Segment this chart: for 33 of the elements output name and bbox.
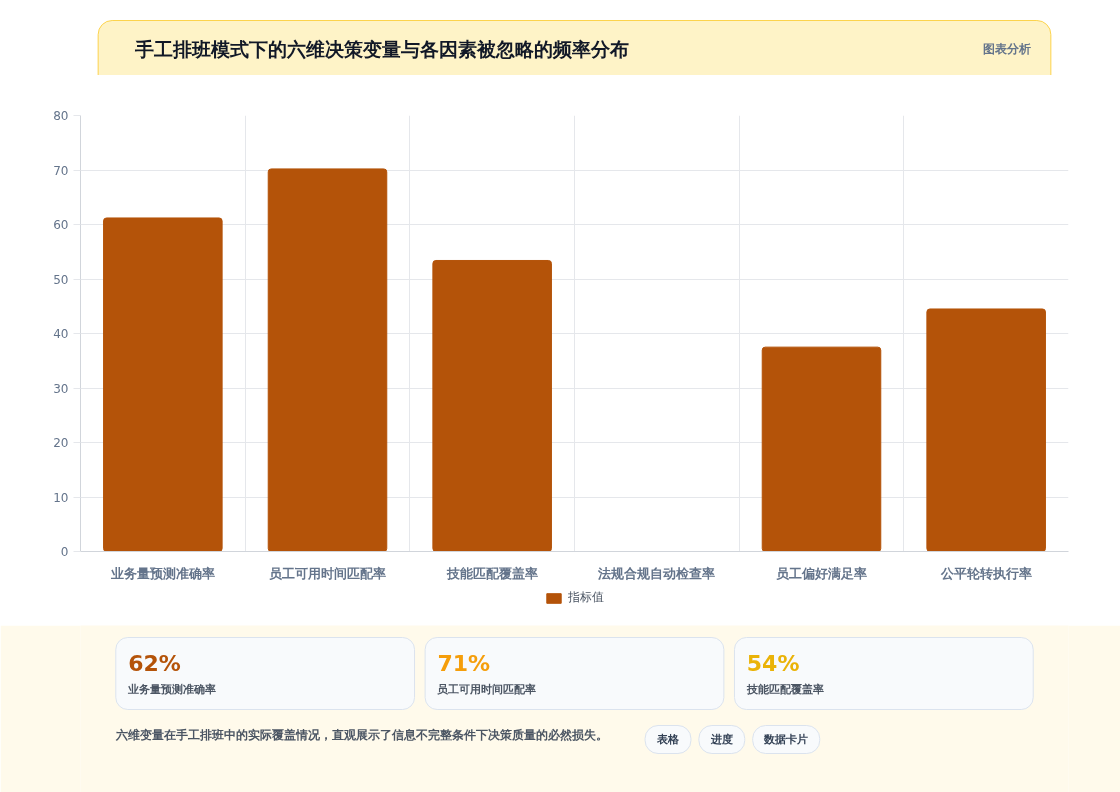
x-tick-label: 员工偏好满足率 bbox=[776, 565, 867, 581]
y-tick-label: 50 bbox=[53, 272, 69, 287]
text: 进度 bbox=[709, 733, 733, 746]
legend-label: 指标值 bbox=[567, 589, 604, 606]
y-tick-label: 0 bbox=[60, 545, 69, 559]
bar bbox=[103, 217, 223, 552]
text: 图表分析 bbox=[983, 41, 1032, 56]
text: 六维变量在手工排班中的实际覆盖情况，直观展示了信息不完整条件下决策质量的必然损失。 bbox=[114, 727, 608, 742]
bar bbox=[432, 259, 552, 552]
text: 54% bbox=[746, 651, 800, 676]
text: 数据卡片 bbox=[763, 733, 809, 746]
text: 业务量预测准确率 bbox=[127, 683, 217, 696]
bar bbox=[267, 168, 388, 552]
x-tick-label: 员工可用时间匹配率 bbox=[269, 565, 386, 581]
y-tick-label: 10 bbox=[53, 490, 69, 505]
text: 62% bbox=[128, 651, 181, 676]
y-tick-label: 20 bbox=[53, 436, 69, 450]
text: 71% bbox=[437, 651, 491, 676]
bar bbox=[761, 346, 882, 552]
text: 技能匹配覆盖率 bbox=[745, 683, 824, 696]
x-tick-label: 公平轮转执行率 bbox=[939, 565, 1032, 581]
x-tick-label: 业务量预测准确率 bbox=[109, 565, 215, 581]
text: 员工可用时间匹配率 bbox=[437, 683, 537, 696]
y-tick-label: 30 bbox=[53, 381, 69, 396]
bar bbox=[926, 308, 1046, 552]
y-tick-label: 40 bbox=[53, 327, 69, 341]
chart-title: 手工排班模式下的六维决策变量与各因素被忽略的频率分布 bbox=[134, 37, 630, 60]
x-tick-label: 技能匹配覆盖率 bbox=[445, 565, 538, 581]
text: 表格 bbox=[656, 733, 681, 746]
x-tick-label: 法规合规自动检查率 bbox=[597, 565, 716, 581]
y-tick-label: 80 bbox=[53, 109, 69, 123]
y-tick-label: 60 bbox=[53, 218, 69, 232]
y-tick-label: 70 bbox=[53, 163, 69, 178]
